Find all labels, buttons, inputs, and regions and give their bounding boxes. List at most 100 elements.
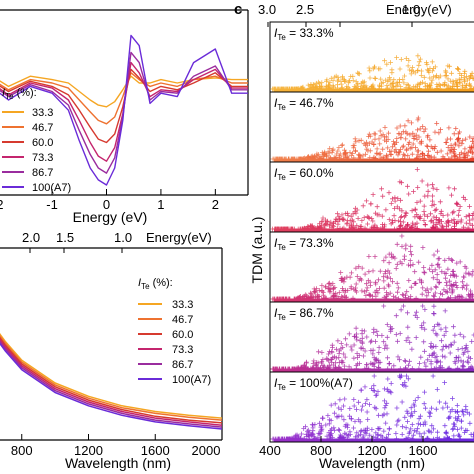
panel-c-point xyxy=(376,360,382,366)
panel-c-tick-label: 400 xyxy=(259,443,281,458)
panel-c-point xyxy=(375,290,381,296)
panel-c-point xyxy=(415,67,421,73)
panel-c-point xyxy=(385,137,391,142)
panel-c-point xyxy=(399,180,404,186)
panel-c-point xyxy=(343,150,348,156)
panel-c-point xyxy=(311,286,317,292)
panel-c-point xyxy=(376,412,381,418)
panel-c-point xyxy=(397,123,403,129)
panel-c-point xyxy=(329,349,335,355)
panel-c-point xyxy=(402,253,407,259)
panel-c-point xyxy=(336,405,342,411)
panel-c-point xyxy=(351,219,356,225)
panel-c-point xyxy=(368,201,374,207)
panel-c-point xyxy=(438,148,444,154)
panel-c-point xyxy=(367,75,373,81)
panel-c-point xyxy=(373,406,379,412)
panel-c-point xyxy=(352,419,358,424)
panel-c-point xyxy=(408,284,414,290)
panel-c-point xyxy=(467,221,473,227)
panel-c-point xyxy=(356,399,361,405)
panel-c-point xyxy=(402,73,407,79)
panel-c-point xyxy=(382,346,388,351)
panel-c-point xyxy=(418,354,424,360)
panel-c-point xyxy=(305,427,311,433)
panel-c-point xyxy=(407,258,413,263)
panel-c-point xyxy=(413,281,418,286)
panel-c-point xyxy=(456,143,462,149)
panel-c-top-axis: 3.0 2.5 1.0 xyxy=(258,2,420,27)
panel-c-point xyxy=(426,148,431,154)
panel-c-point xyxy=(354,289,359,295)
panel-c-point xyxy=(409,252,414,258)
panel-c-point xyxy=(449,257,454,263)
panel-c-point xyxy=(443,343,449,349)
panel-c-point xyxy=(462,430,467,435)
panel-c-point xyxy=(421,203,427,209)
panel-c-point xyxy=(374,328,380,334)
panel-c-point xyxy=(432,290,438,296)
panel-c-point xyxy=(434,359,440,365)
panel-c-point xyxy=(309,431,315,436)
panel-c-point xyxy=(422,193,428,199)
panel-c-point xyxy=(368,348,374,353)
panel-c-point xyxy=(367,292,372,298)
panel-c-point xyxy=(470,216,474,222)
panel-c-point xyxy=(332,74,338,80)
panel-c-point xyxy=(341,403,346,409)
panel-c-point xyxy=(448,78,454,84)
panel-c-point xyxy=(373,339,378,344)
panel-c-point xyxy=(453,355,459,361)
panel-c-point xyxy=(392,206,397,211)
panel-c-point xyxy=(463,214,469,220)
panel-c-point xyxy=(363,401,368,406)
panel-c-point xyxy=(412,70,418,76)
panel-c-point xyxy=(432,324,437,329)
panel-c-point xyxy=(400,424,405,430)
panel-c-point xyxy=(334,414,340,420)
panel-c-point xyxy=(416,259,422,265)
panel-a-line-0 xyxy=(0,75,248,108)
panel-c-point xyxy=(431,426,436,432)
panel-b-xlabel: Wavelength (nm) xyxy=(65,455,171,471)
panel-c-point xyxy=(347,223,353,229)
panel-c: c 3.0 2.5 1.0 Energy(eV) TDM (a.u.) ITe = … xyxy=(234,1,474,471)
panel-c-point xyxy=(449,342,454,348)
panel-c-point xyxy=(454,220,459,226)
panel-c-point xyxy=(348,74,354,79)
panel-c-point xyxy=(470,292,474,298)
panel-c-point xyxy=(326,82,332,88)
panel-c-subplot-frame xyxy=(269,371,474,443)
panel-c-point xyxy=(453,82,459,88)
panel-c-point xyxy=(386,431,391,437)
panel-c-point xyxy=(438,127,443,132)
panel-c-point xyxy=(339,143,345,148)
panel-c-subplot-label: ITe = 33.3% xyxy=(274,26,334,42)
panel-c-point xyxy=(459,141,465,147)
panel-c-point xyxy=(443,329,449,334)
panel-a-line-2 xyxy=(0,68,248,144)
panel-c-point xyxy=(449,192,454,198)
panel-c-point xyxy=(301,426,307,431)
panel-c-point xyxy=(420,151,426,157)
panel-c-point xyxy=(330,355,336,361)
panel-c-point xyxy=(336,145,342,150)
panel-c-point xyxy=(445,76,451,82)
panel-c-point xyxy=(335,211,340,217)
panel-c-point xyxy=(421,218,427,223)
panel-c-point xyxy=(340,75,345,81)
panel-c-point xyxy=(469,339,474,344)
panel-c-point xyxy=(293,432,299,438)
panel-c-point xyxy=(351,287,357,292)
panel-c-point xyxy=(390,81,396,86)
panel-c-point xyxy=(388,60,393,65)
panel-c-point xyxy=(421,339,427,345)
panel-c-point xyxy=(420,245,426,250)
panel-c-point xyxy=(425,213,430,219)
panel-c-point xyxy=(414,167,420,172)
panel-c-point xyxy=(443,430,449,436)
panel-c-point xyxy=(332,410,337,416)
panel-c-point xyxy=(354,407,359,412)
panel-c-point xyxy=(392,142,398,147)
panel-c-point xyxy=(371,373,377,379)
